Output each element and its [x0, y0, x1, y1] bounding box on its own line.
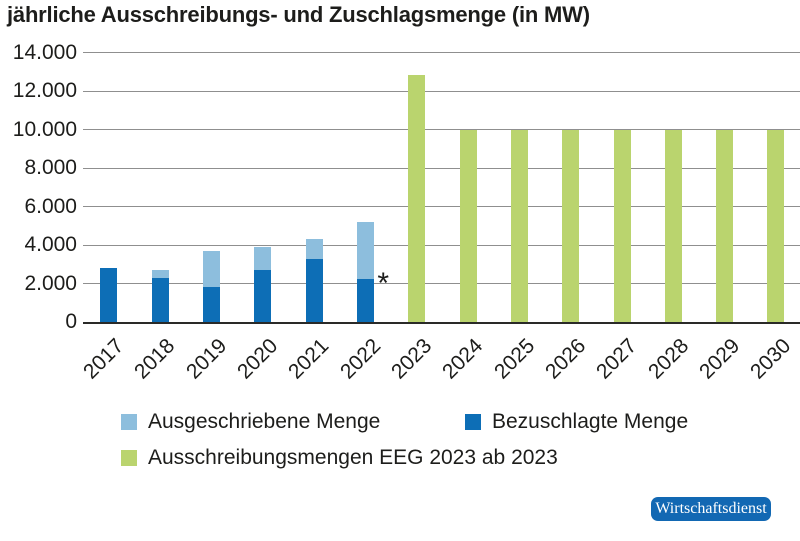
bar-eeg-2024	[459, 129, 477, 322]
legend-item-eeg-2023: Ausschreibungsmengen EEG 2023 ab 2023	[121, 446, 558, 470]
bar-eeg-2029	[716, 129, 734, 322]
bar-eeg-2030	[767, 129, 785, 322]
gridline-12000	[83, 90, 800, 92]
y-tick-label: 12.000	[12, 79, 77, 103]
x-tick-label-2030: 2030	[746, 334, 796, 384]
legend-swatch-green	[121, 450, 137, 466]
x-tick-label-2020: 2020	[232, 334, 283, 384]
y-tick-label: 4.000	[24, 233, 77, 257]
y-tick-label: 6.000	[24, 194, 77, 218]
bar-awarded-2018	[151, 277, 169, 322]
legend-label: Ausgeschriebene Menge	[148, 410, 381, 433]
x-tick-label-2017: 2017	[78, 334, 129, 384]
y-tick-label: 10.000	[12, 117, 77, 141]
bar-eeg-2028	[664, 129, 682, 322]
footnote-asterisk: *	[377, 266, 390, 300]
x-tick-label-2025: 2025	[489, 334, 539, 384]
x-tick-label-2029: 2029	[694, 334, 745, 384]
bar-awarded-2022	[356, 278, 374, 322]
x-tick-label-2024: 2024	[438, 334, 488, 384]
gridline-2000	[83, 283, 800, 285]
bar-tendered-2021	[305, 239, 323, 259]
legend-label: Bezuschlagte Menge	[492, 410, 689, 433]
bar-tendered-2020	[254, 246, 272, 271]
brand-badge-label: Wirtschaftsdienst	[655, 500, 767, 517]
x-tick-label-2022: 2022	[335, 334, 385, 384]
bar-awarded-2021	[305, 258, 323, 322]
legend-swatch-light-blue	[121, 414, 137, 430]
x-tick-label-2026: 2026	[540, 334, 591, 384]
bar-eeg-2026	[562, 129, 580, 322]
bar-eeg-2025	[510, 129, 528, 322]
bar-eeg-2023	[408, 75, 426, 322]
y-tick-label: 0	[65, 310, 77, 333]
bar-tendered-2019	[202, 250, 220, 288]
chart-title: jährliche Ausschreibungs- und Zuschlagsm…	[7, 2, 590, 27]
gridline-14000	[83, 52, 800, 54]
x-tick-label-2028: 2028	[643, 334, 693, 384]
gridline-10000	[83, 129, 800, 131]
bar-awarded-2017	[100, 268, 118, 322]
legend-item-ausgeschriebene-menge: Ausgeschriebene Menge	[121, 410, 380, 434]
brand-badge: Wirtschaftsdienst	[651, 497, 771, 521]
bar-eeg-2027	[613, 129, 631, 322]
x-tick-label-2023: 2023	[386, 334, 437, 384]
y-tick-label: 14.000	[12, 40, 77, 64]
x-tick-label-2018: 2018	[130, 334, 180, 384]
y-tick-label: 2.000	[24, 271, 77, 295]
gridline-6000	[83, 206, 800, 208]
gridline-4000	[83, 244, 800, 246]
x-axis-line	[83, 322, 800, 324]
y-tick-label: 8.000	[24, 156, 77, 180]
gridline-8000	[83, 167, 800, 169]
bar-tendered-2022	[356, 221, 374, 279]
bar-awarded-2020	[254, 270, 272, 322]
x-tick-label-2027: 2027	[592, 334, 642, 384]
legend-item-bezuschlagte-menge: Bezuschlagte Menge	[465, 410, 688, 434]
x-tick-label-2019: 2019	[181, 334, 231, 384]
x-tick-label-2021: 2021	[284, 334, 334, 384]
legend-swatch-dark-blue	[465, 414, 481, 430]
bar-tendered-2018	[151, 270, 169, 278]
bar-awarded-2019	[202, 287, 220, 322]
legend-label: Ausschreibungsmengen EEG 2023 ab 2023	[148, 446, 558, 469]
